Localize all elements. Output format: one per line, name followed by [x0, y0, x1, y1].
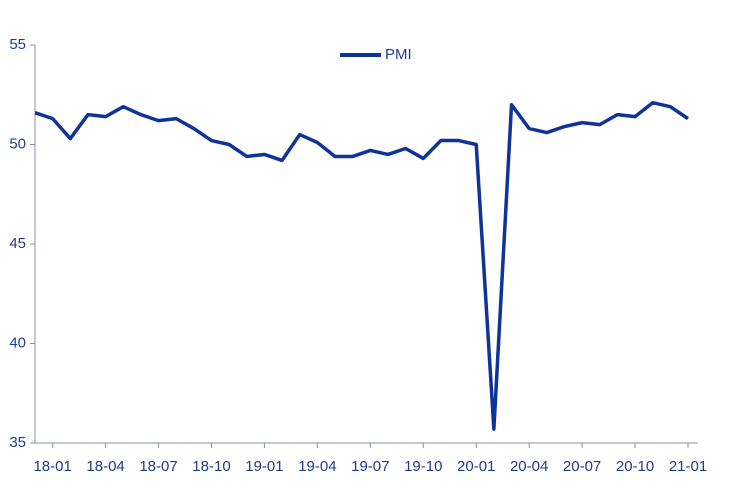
y-tick-label: 45 — [9, 235, 26, 252]
x-tick-label: 18-10 — [192, 458, 230, 475]
x-tick-label: 20-01 — [457, 458, 495, 475]
y-tick-label: 35 — [9, 434, 26, 451]
legend-label: PMI — [385, 46, 412, 63]
x-tick-label: 19-04 — [298, 458, 336, 475]
x-tick-label: 20-07 — [563, 458, 601, 475]
x-tick-label: 21-01 — [669, 458, 707, 475]
x-tick-label: 20-10 — [616, 458, 654, 475]
x-tick-label: 20-04 — [510, 458, 548, 475]
x-tick-label: 18-01 — [33, 458, 71, 475]
x-tick-label: 18-04 — [86, 458, 124, 475]
y-tick-label: 50 — [9, 135, 26, 152]
x-tick-label: 19-07 — [351, 458, 389, 475]
y-tick-label: 40 — [9, 334, 26, 351]
x-tick-label: 18-07 — [139, 458, 177, 475]
y-tick-label: 55 — [9, 36, 26, 53]
x-tick-label: 19-01 — [245, 458, 283, 475]
x-tick-label: 19-10 — [404, 458, 442, 475]
pmi-line — [34, 100, 689, 431]
